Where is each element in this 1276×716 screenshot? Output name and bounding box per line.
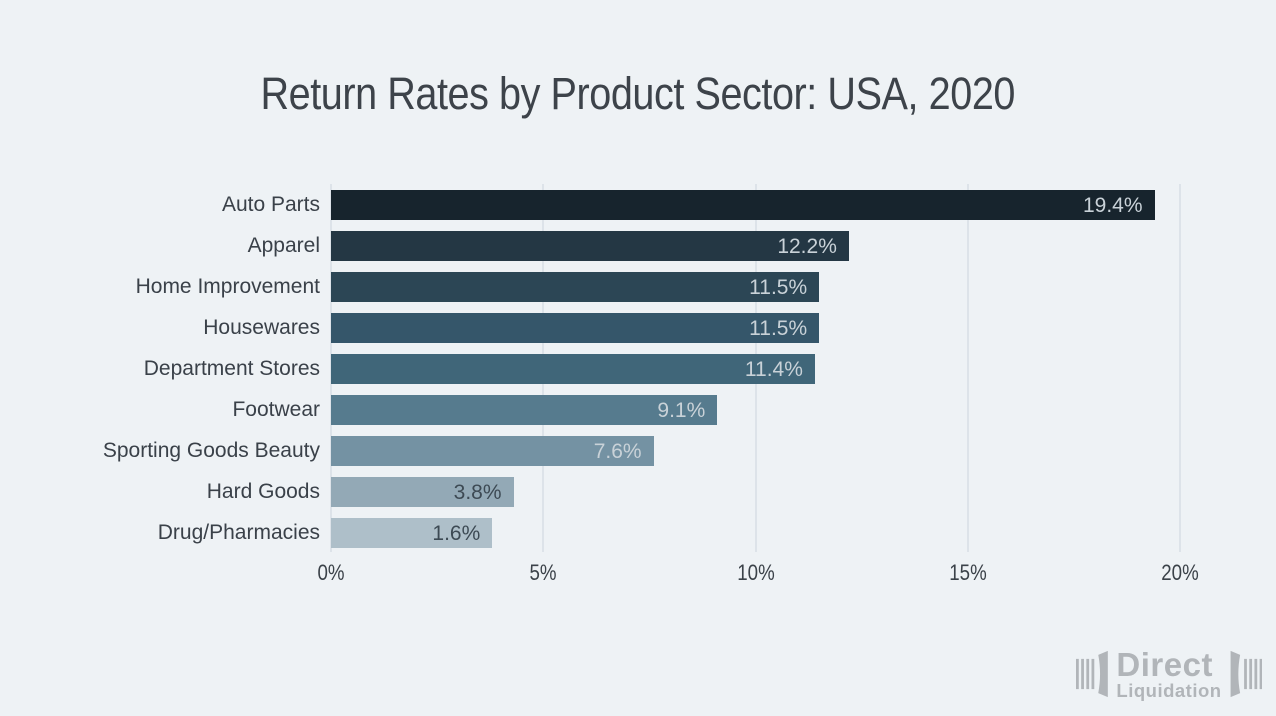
category-label: Sporting Goods Beauty [102,439,320,462]
x-tick-label: 15% [949,560,987,585]
bar: 11.4% [331,354,815,384]
bar: 19.4% [331,190,1155,220]
bar: 11.5% [331,272,820,302]
chart-title: Return Rates by Product Sector: USA, 202… [260,68,1016,119]
bar: 12.2% [331,231,849,261]
bar-value-label: 3.8% [453,481,502,504]
logo-text: Direct Liquidation [1116,648,1221,701]
category-label: Department Stores [143,357,320,380]
category-label: Hard Goods [206,480,320,503]
chart-title-row: Return Rates by Product Sector: USA, 202… [0,68,1276,120]
gridline [966,184,969,552]
category-label-column: Auto Parts Apparel Home Improvement Housewa… [0,184,320,552]
bar-value-label: 11.4% [744,358,803,381]
logo-text-liquidation: Liquidation [1116,679,1222,701]
bar-value-label: 11.5% [749,276,808,299]
x-axis-ticks: 0% 5% 10% 15% 20% [317,560,1198,590]
bar-value-label: 12.2% [777,235,837,258]
category-label: Apparel [247,234,320,257]
barcode-right-icon [1230,650,1262,698]
category-label: Drug/Pharmacies [157,521,320,544]
brand-logo: Direct Liquidation [1076,645,1262,703]
x-tick-label: 10% [736,560,775,585]
category-label: Footwear [232,398,320,421]
bar-value-label: 19.4% [1082,194,1143,217]
gridline [1179,184,1181,552]
x-tick-label: 5% [529,560,557,585]
x-tick-label: 20% [1161,560,1199,585]
plot-area: 19.4% 12.2% 11.5% 11.5% 11.4% 9.1% 7.6% 3.8% 1.6… [330,184,1181,552]
bar-value-label: 11.5% [749,317,808,340]
bar-value-label: 7.6% [593,440,642,463]
bar: 3.8% [331,477,514,507]
category-label: Home Improvement [135,275,320,298]
bar-value-label: 1.6% [432,522,481,545]
bar: 9.1% [331,395,718,425]
bar: 1.6% [331,518,493,548]
bar: 7.6% [331,436,654,466]
bar-value-label: 9.1% [657,399,706,422]
logo-text-direct: Direct [1116,645,1213,683]
x-tick-label: 0% [317,560,345,585]
bar: 11.5% [331,313,820,343]
category-label: Housewares [203,316,320,339]
category-label: Auto Parts [221,193,320,216]
barcode-left-icon [1076,650,1108,698]
